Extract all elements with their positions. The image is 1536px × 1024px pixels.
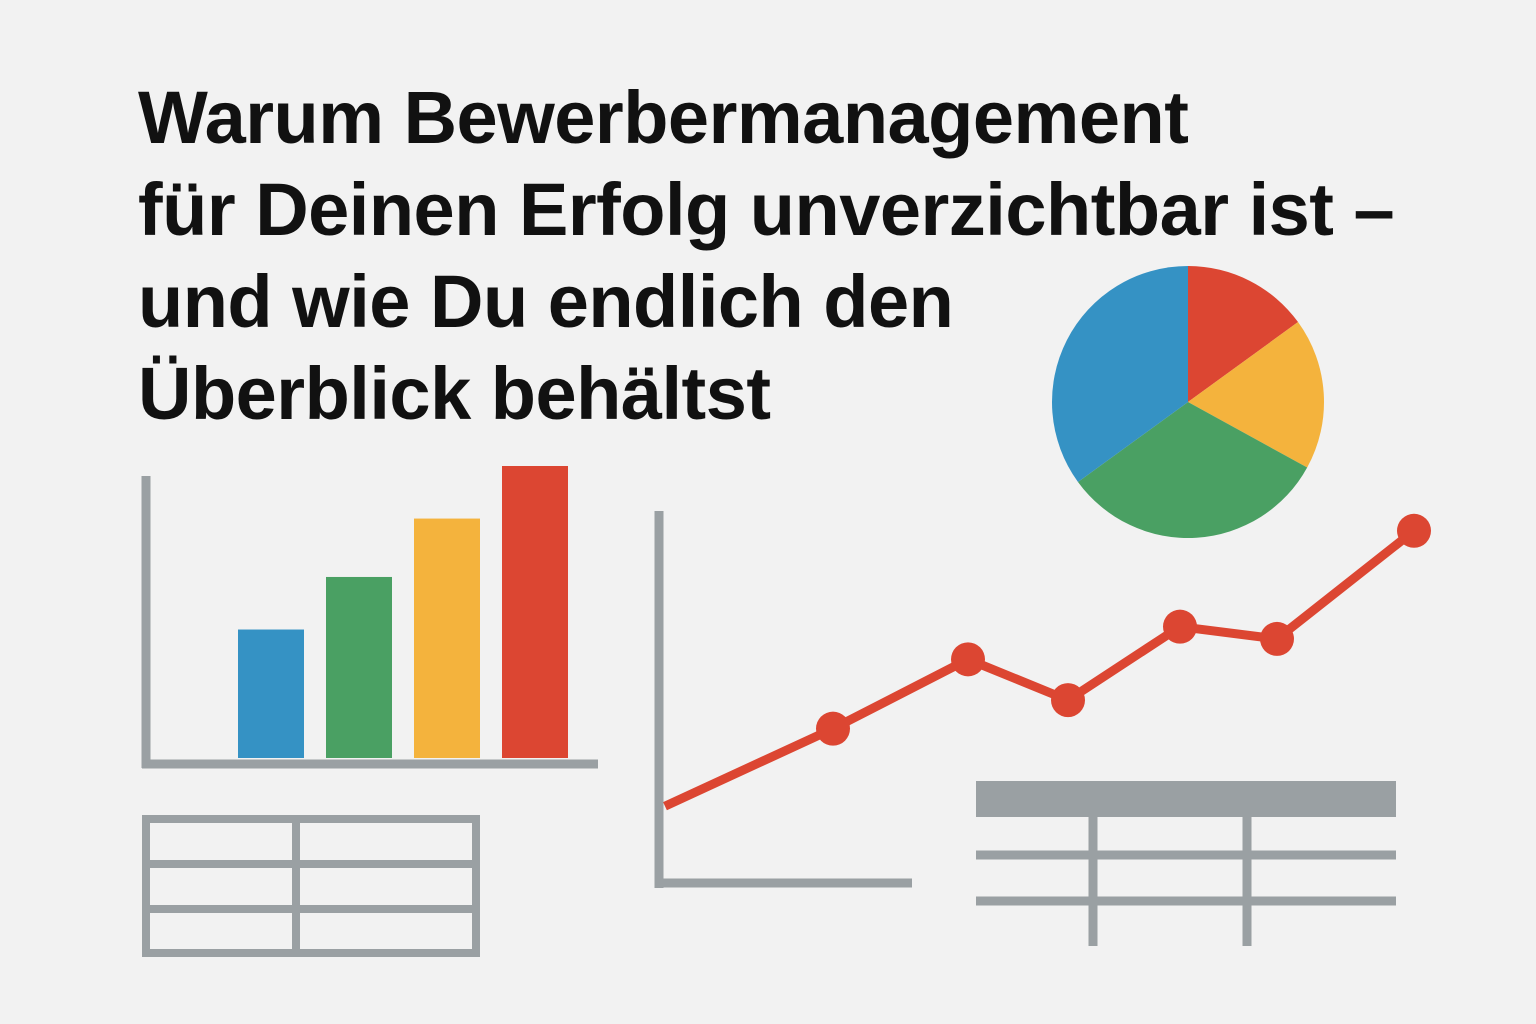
line-point-2 bbox=[816, 711, 850, 746]
table-icon-left bbox=[142, 815, 480, 957]
line-point-3 bbox=[951, 642, 985, 677]
title-line-4: Überblick behältst bbox=[138, 352, 771, 435]
line-chart bbox=[654, 511, 1431, 888]
bar-2 bbox=[326, 576, 392, 758]
line-series bbox=[663, 513, 1431, 811]
bar-1 bbox=[238, 629, 304, 758]
pie-chart bbox=[1052, 266, 1324, 538]
pie-slice-1 bbox=[1188, 266, 1299, 402]
line-path bbox=[663, 527, 1417, 811]
pie-slice-3 bbox=[1077, 402, 1308, 538]
line-point-4 bbox=[1051, 683, 1085, 718]
pie-slice-2 bbox=[1188, 322, 1324, 468]
bar-3 bbox=[414, 518, 480, 758]
pie-slice-4 bbox=[1052, 266, 1188, 482]
table-icon-right bbox=[976, 781, 1396, 946]
bar-4 bbox=[502, 466, 568, 758]
bar-series bbox=[238, 466, 568, 758]
title-line-1: Warum Bewerbermanagement bbox=[138, 76, 1189, 159]
title-line-2: für Deinen Erfolg unverzichtbar ist – bbox=[138, 168, 1395, 251]
title-line-3: und wie Du endlich den bbox=[138, 260, 954, 343]
table-right-header-bar bbox=[976, 781, 1396, 817]
line-point-7 bbox=[1397, 513, 1431, 548]
page-title: Warum Bewerbermanagement für Deinen Erfo… bbox=[138, 72, 1528, 440]
bar-chart bbox=[141, 466, 598, 769]
line-point-5 bbox=[1163, 609, 1197, 644]
line-point-6 bbox=[1260, 621, 1294, 656]
table-left-border bbox=[142, 815, 480, 957]
